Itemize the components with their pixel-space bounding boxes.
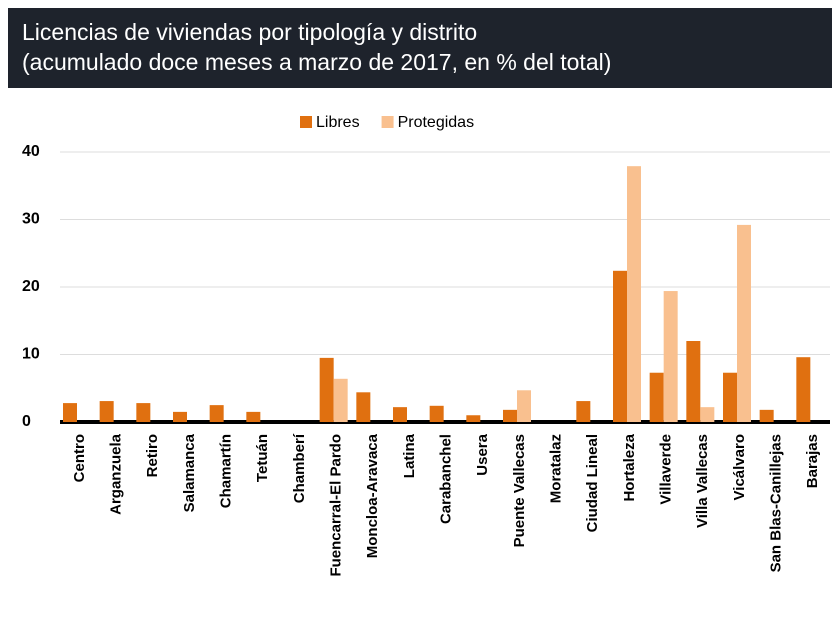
bar [613, 270, 627, 422]
bar [136, 403, 151, 422]
x-tick-label: Salamanca [181, 433, 198, 512]
bar [246, 411, 261, 422]
x-tick-label: Moncloa-Aravaca [364, 433, 381, 558]
y-tick-label: 0 [22, 413, 31, 430]
bar [63, 403, 77, 422]
legend-label: Protegidas [398, 114, 475, 131]
bar [356, 392, 371, 422]
x-tick-label: Carabanchel [437, 434, 454, 524]
x-tick-label: Retiro [144, 434, 161, 477]
bar [503, 409, 517, 422]
x-tick-label: San Blas-Canillejas [767, 434, 784, 572]
x-tick-label: Fuencarral-El Pardo [327, 434, 344, 577]
bar [759, 409, 774, 422]
y-tick-label: 10 [22, 346, 40, 363]
x-tick-label: Usera [474, 433, 491, 475]
bar [723, 372, 737, 422]
bar [393, 407, 407, 422]
legend-swatch [300, 116, 312, 128]
bar [576, 401, 591, 422]
x-tick-label: Vicálvaro [731, 434, 748, 500]
bar [663, 291, 678, 422]
bar [796, 357, 811, 422]
x-tick-label: Villa Vallecas [694, 434, 711, 528]
bar [517, 390, 531, 422]
y-tick-label: 30 [22, 211, 40, 228]
bar [173, 411, 187, 422]
x-tick-label: Latina [401, 433, 418, 478]
legend-swatch [381, 116, 394, 128]
bar [466, 415, 481, 422]
bar [700, 407, 715, 422]
x-tick-label: Barajas [804, 434, 821, 488]
x-tick-label: Villaverde [657, 434, 674, 505]
bar [209, 405, 224, 422]
x-tick-label: Hortaleza [621, 433, 638, 501]
x-tick-label: Arganzuela [107, 433, 124, 515]
x-tick-label: Puente Vallecas [511, 434, 528, 547]
chart-subtitle: (acumulado doce meses a marzo de 2017, e… [22, 49, 611, 75]
bar [99, 401, 114, 422]
bar [686, 341, 701, 422]
bar [319, 357, 334, 422]
chart-title: Licencias de viviendas por tipología y d… [22, 19, 477, 45]
legend-label: Libres [316, 114, 360, 131]
x-tick-label: Moratalaz [547, 434, 564, 503]
bar [649, 372, 664, 422]
bar [627, 166, 641, 422]
x-tick-label: Centro [71, 434, 88, 482]
y-tick-label: 20 [22, 278, 40, 295]
bar [737, 224, 751, 422]
x-tick-label: Chamberí [291, 433, 308, 503]
x-tick-label: Chamartín [217, 434, 234, 508]
bar [429, 405, 444, 422]
y-tick-label: 40 [22, 143, 40, 160]
title-box [8, 8, 832, 88]
x-tick-label: Tetuán [254, 434, 271, 482]
x-tick-label: Ciudad Lineal [584, 434, 601, 532]
bar [333, 378, 348, 422]
